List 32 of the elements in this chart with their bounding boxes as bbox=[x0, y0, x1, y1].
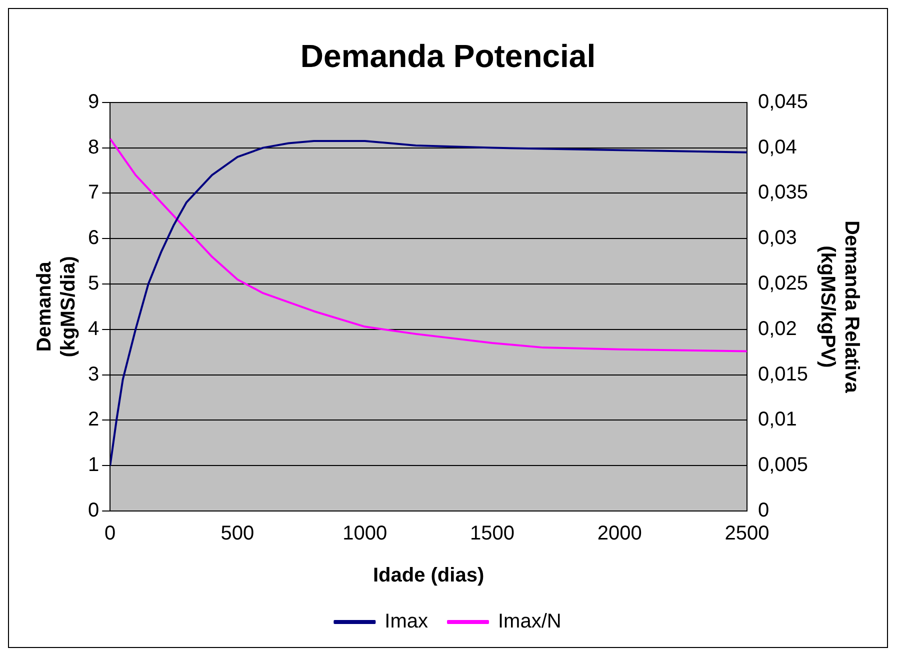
y-tick-label: 1 bbox=[88, 454, 100, 476]
y-axis-title: Demanda (kgMS/dia) bbox=[34, 256, 80, 358]
y-tick-label: 5 bbox=[88, 272, 100, 295]
y2-tick-label: 0,01 bbox=[758, 408, 797, 431]
x-tick-label: 1000 bbox=[342, 522, 388, 545]
legend-label: Imax/N bbox=[498, 610, 562, 633]
y2-tick-label: 0,02 bbox=[758, 318, 797, 340]
y-tick-label: 0 bbox=[88, 500, 100, 522]
y2-tick-label: 0,03 bbox=[758, 227, 797, 250]
x-tick-label: 0 bbox=[104, 522, 116, 545]
y2-tick-label: 0,025 bbox=[758, 272, 808, 295]
y2-tick-label: 0 bbox=[758, 500, 770, 522]
y-tick-label: 7 bbox=[88, 182, 100, 204]
y-tick-label: 9 bbox=[88, 90, 100, 113]
x-tick-label: 500 bbox=[220, 522, 254, 545]
y-tick-label: 4 bbox=[88, 318, 100, 340]
y2-axis-title: Demanda Relativa (kgMS/kgPV) bbox=[816, 220, 862, 394]
y2-tick-label: 0,035 bbox=[758, 182, 808, 204]
y-tick-label: 2 bbox=[88, 408, 100, 431]
chart-title: Demanda Potencial bbox=[300, 38, 596, 74]
x-axis-title: Idade (dias) bbox=[372, 564, 484, 587]
legend-label: Imax bbox=[384, 610, 428, 633]
y2-tick-label: 0,015 bbox=[758, 363, 808, 386]
x-tick-label: 2000 bbox=[597, 522, 642, 545]
x-tick-label: 1500 bbox=[470, 522, 514, 545]
y-tick-label: 8 bbox=[88, 136, 100, 158]
x-tick-label: 2500 bbox=[724, 522, 770, 545]
y2-tick-label: 0,045 bbox=[758, 90, 808, 113]
y-tick-label: 3 bbox=[88, 363, 100, 386]
y2-tick-label: 0,04 bbox=[758, 136, 797, 158]
y-tick-label: 6 bbox=[88, 227, 100, 250]
y2-tick-label: 0,005 bbox=[758, 454, 808, 476]
